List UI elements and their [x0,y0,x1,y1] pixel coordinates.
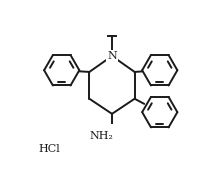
Text: N: N [107,51,117,61]
Text: HCl: HCl [38,144,60,154]
Text: NH₂: NH₂ [89,131,113,141]
